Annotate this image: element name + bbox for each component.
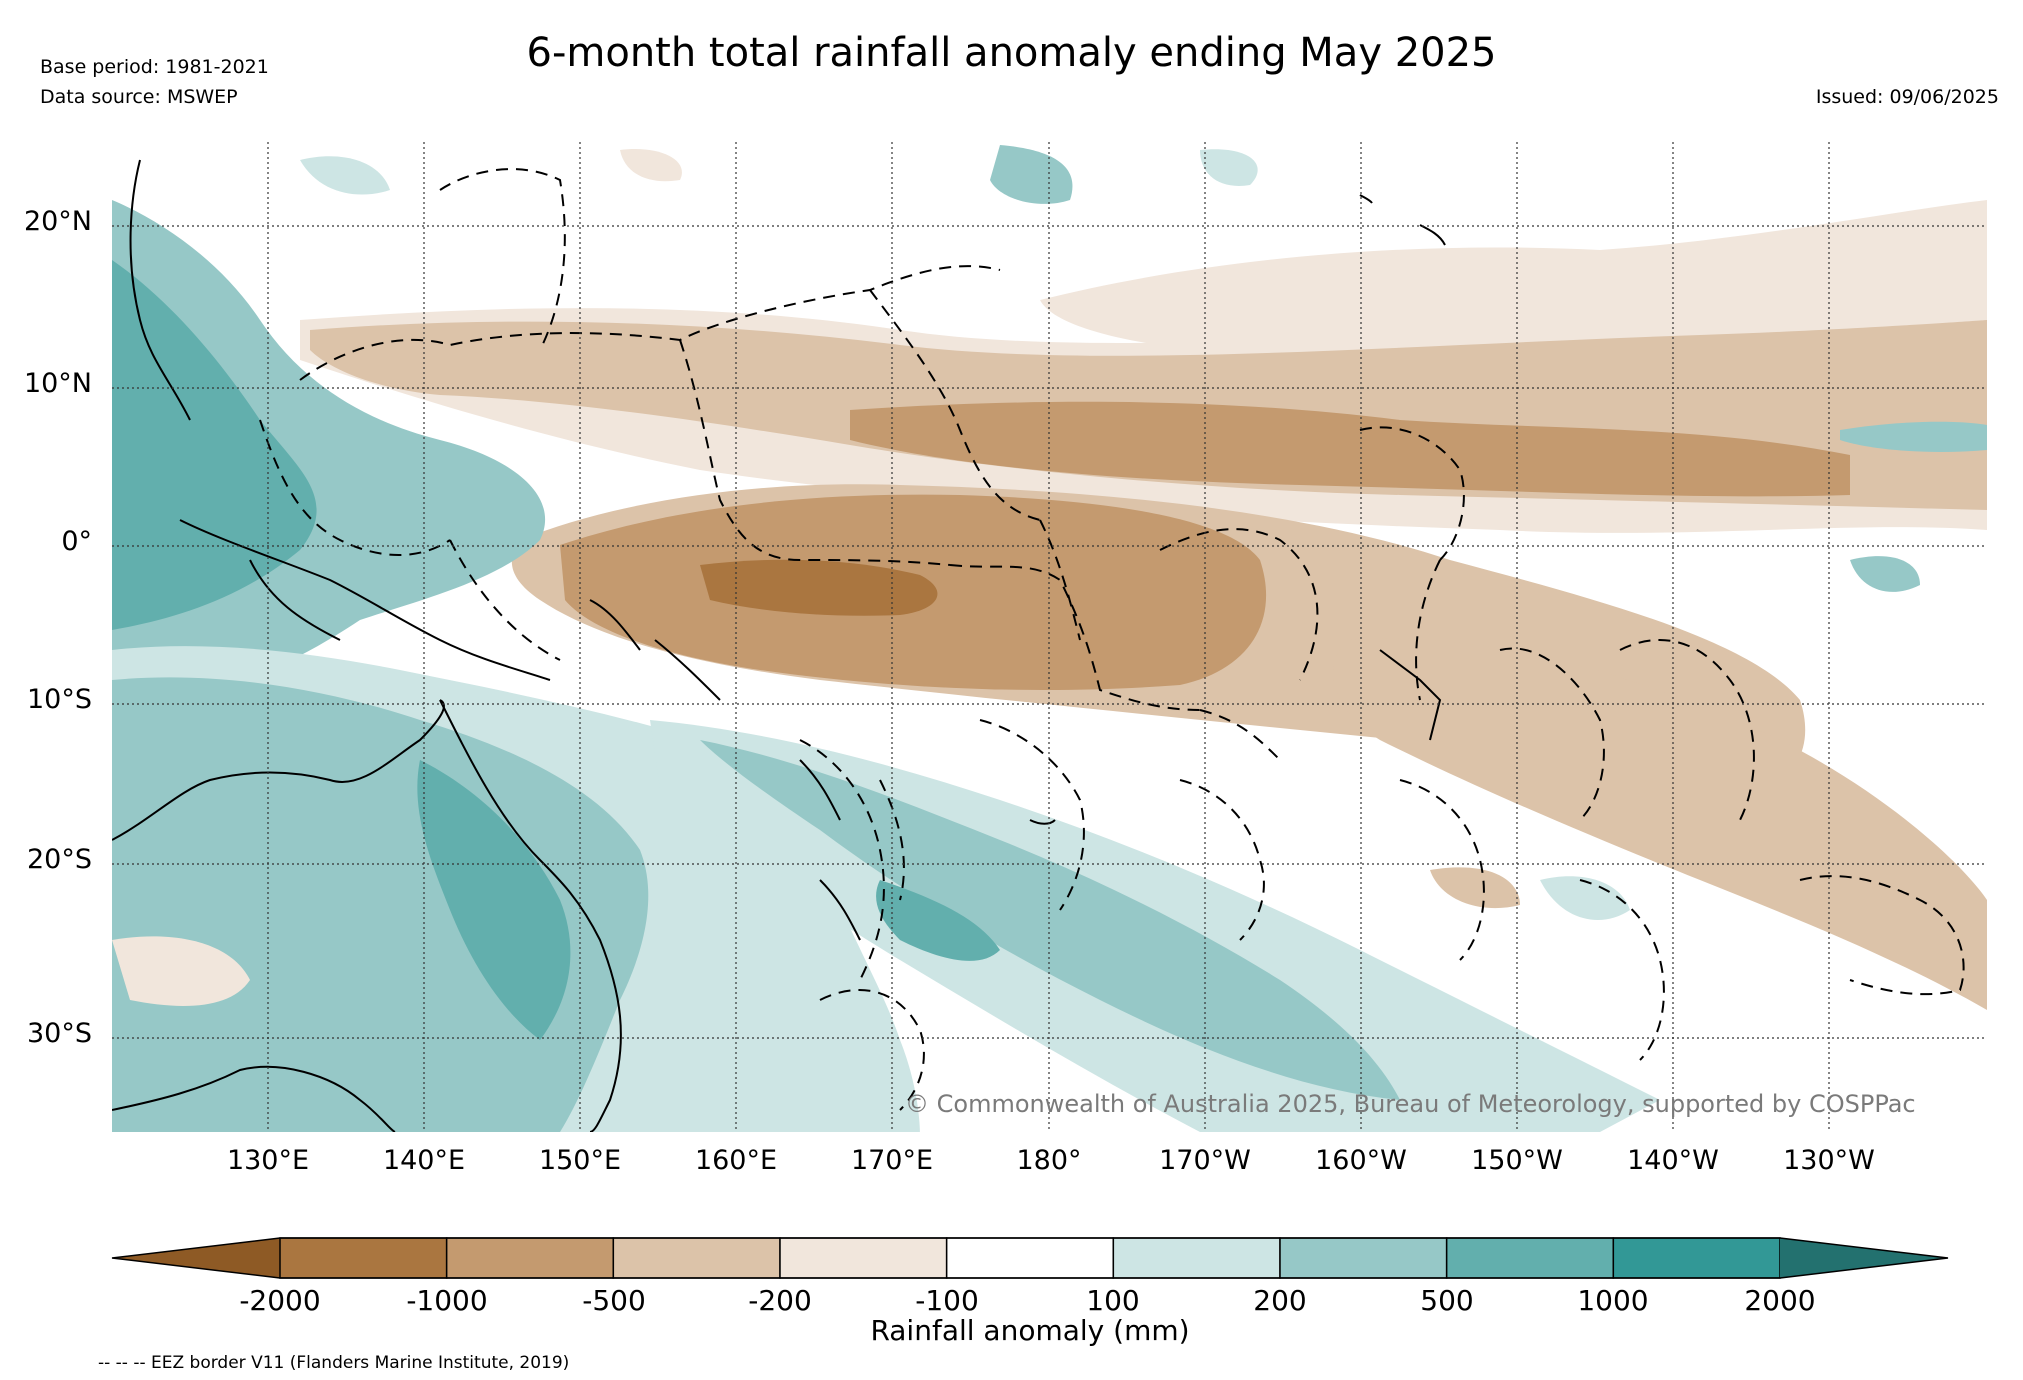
colorbar-title: Rainfall anomaly (mm) <box>870 1314 1190 1347</box>
colorbar-tick: 2000 <box>1744 1284 1816 1317</box>
data-source-text: Data source: MSWEP <box>40 86 238 108</box>
lon-label-140e: 140°E <box>382 1145 466 1176</box>
colorbar-tick: -200 <box>748 1284 812 1317</box>
lon-label-160e: 160°E <box>694 1145 778 1176</box>
colorbar-tick: -2000 <box>239 1284 321 1317</box>
eez-solid-border <box>1379 649 1442 741</box>
colorbar-swatch <box>612 1237 781 1279</box>
colorbar-tick: -500 <box>582 1284 646 1317</box>
lat-label-20s: 20°S <box>27 844 92 875</box>
copyright-credit: © Commonwealth of Australia 2025, Bureau… <box>905 1090 1916 1118</box>
colorbar-swatch <box>779 1237 948 1279</box>
lat-label-equator: 0° <box>61 526 92 557</box>
colorbar-tick: 100 <box>1086 1284 1140 1317</box>
issued-date-text: Issued: 09/06/2025 <box>1815 86 1999 108</box>
lat-label-30s: 30°S <box>27 1018 92 1049</box>
lat-label-10s: 10°S <box>27 684 92 715</box>
map-title: 6-month total rainfall anomaly ending Ma… <box>526 30 1497 76</box>
colorbar-swatch <box>445 1237 615 1279</box>
colorbar-swatch <box>1612 1237 1781 1279</box>
colorbar-swatch <box>945 1237 1115 1279</box>
anomaly-fields <box>112 142 1987 1132</box>
lon-label-160w: 160°W <box>1315 1145 1407 1176</box>
graticule <box>112 142 1987 1132</box>
colorbar-swatch <box>1279 1237 1448 1279</box>
lon-label-150w: 150°W <box>1471 1145 1563 1176</box>
lon-label-170e: 170°E <box>850 1145 934 1176</box>
colorbar-tick: 1000 <box>1577 1284 1649 1317</box>
lon-label-180: 180° <box>1016 1145 1082 1176</box>
colorbar-extend-low <box>112 1238 280 1278</box>
colorbar-tick: 500 <box>1420 1284 1474 1317</box>
lon-label-170w: 170°W <box>1159 1145 1251 1176</box>
eez-borders <box>259 168 1965 1111</box>
colorbar-swatch <box>1445 1237 1615 1279</box>
lat-label-20n: 20°N <box>23 206 92 237</box>
colorbar-extend-high <box>1780 1238 1948 1278</box>
coastlines <box>112 159 1446 1132</box>
lon-label-130e: 130°E <box>226 1145 310 1176</box>
lon-label-140w: 140°W <box>1627 1145 1719 1176</box>
lon-label-130w: 130°W <box>1783 1145 1875 1176</box>
lon-label-150e: 150°E <box>538 1145 622 1176</box>
colorbar <box>111 1237 1949 1279</box>
colorbar-tick: 200 <box>1253 1284 1307 1317</box>
base-period-text: Base period: 1981-2021 <box>40 56 269 78</box>
colorbar-swatch <box>279 1237 448 1279</box>
eez-footnote: -- -- -- EEZ border V11 (Flanders Marine… <box>98 1353 570 1373</box>
colorbar-tick: -1000 <box>406 1284 488 1317</box>
colorbar-swatch <box>1112 1237 1281 1279</box>
lat-label-10n: 10°N <box>23 368 92 399</box>
colorbar-tick: -100 <box>915 1284 979 1317</box>
